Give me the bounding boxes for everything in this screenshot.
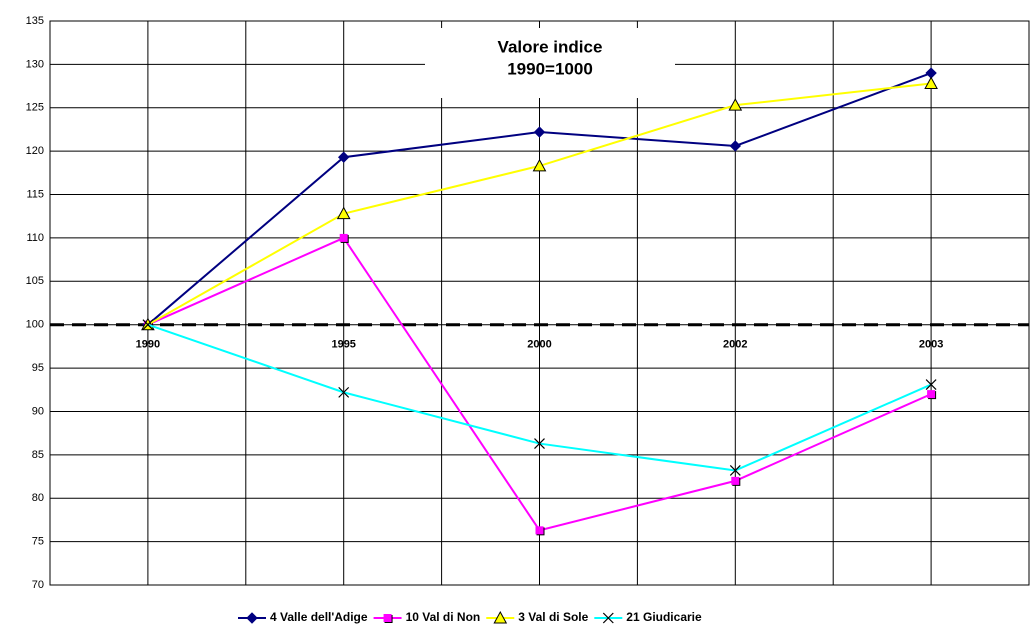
marker xyxy=(493,610,508,624)
y-tick-label: 125 xyxy=(26,102,44,114)
marker xyxy=(924,76,938,89)
marker xyxy=(338,386,350,398)
series xyxy=(142,319,937,476)
marker xyxy=(339,233,348,242)
x-tick-label: 2000 xyxy=(527,339,551,351)
marker xyxy=(729,465,741,476)
legend-label: 10 Val di Non xyxy=(406,610,481,624)
marker xyxy=(535,526,544,535)
y-tick-label: 80 xyxy=(32,492,44,504)
marker xyxy=(729,140,742,152)
marker xyxy=(728,98,743,111)
series xyxy=(141,76,938,331)
x-tick-label: 2002 xyxy=(723,339,747,351)
y-tick-label: 90 xyxy=(32,405,44,417)
marker xyxy=(337,151,350,163)
y-tick-label: 100 xyxy=(26,319,44,331)
series xyxy=(142,67,937,331)
marker xyxy=(731,476,740,485)
y-tick-label: 130 xyxy=(26,58,44,70)
y-tick-label: 135 xyxy=(26,15,44,27)
title-box xyxy=(425,28,675,98)
y-tick-label: 95 xyxy=(32,362,44,374)
y-tick-label: 120 xyxy=(26,145,44,157)
marker xyxy=(534,438,545,449)
x-tick-label: 2003 xyxy=(919,339,943,351)
y-tick-label: 75 xyxy=(32,536,44,548)
chart-title: Valore indice xyxy=(498,37,603,56)
legend-label: 3 Val di Sole xyxy=(518,610,588,624)
marker xyxy=(927,390,936,399)
chart-title: 1990=1000 xyxy=(507,59,593,78)
marker xyxy=(142,319,154,331)
marker xyxy=(925,379,937,390)
marker xyxy=(602,612,614,624)
legend-label: 4 Valle dell'Adige xyxy=(270,610,368,624)
marker xyxy=(336,206,351,220)
marker xyxy=(533,126,546,138)
plot-border xyxy=(49,20,1030,586)
y-tick-label: 115 xyxy=(26,188,44,200)
legend-label: 21 Giudicarie xyxy=(626,610,702,624)
marker xyxy=(246,612,258,624)
y-tick-label: 110 xyxy=(26,232,44,244)
y-tick-label: 70 xyxy=(32,579,44,591)
y-tick-label: 105 xyxy=(26,275,44,287)
marker xyxy=(383,614,392,622)
x-tick-label: 1995 xyxy=(331,339,355,351)
y-tick-label: 85 xyxy=(32,449,44,461)
x-tick-label: 1990 xyxy=(136,339,160,351)
marker xyxy=(532,158,547,172)
